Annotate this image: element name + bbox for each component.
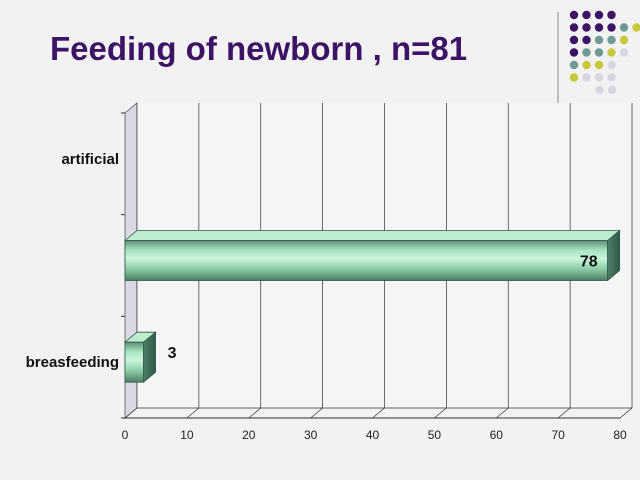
bar-top bbox=[123, 230, 621, 241]
decorative-dot bbox=[619, 48, 629, 57]
decorative-dot bbox=[569, 60, 579, 70]
data-label: 78 bbox=[580, 254, 598, 271]
decorative-dot bbox=[607, 85, 617, 95]
decorative-dot bbox=[594, 10, 604, 20]
x-tick-label: 60 bbox=[490, 428, 504, 442]
decorative-dot bbox=[607, 10, 616, 20]
floor-gridline bbox=[248, 407, 261, 419]
decorative-dot bbox=[607, 60, 616, 70]
decorative-dot bbox=[607, 73, 616, 82]
decorative-dot bbox=[619, 23, 629, 32]
x-tick-label: 30 bbox=[304, 428, 318, 442]
decorative-dot bbox=[569, 73, 579, 82]
decorative-dot bbox=[582, 23, 591, 32]
decorative-dot bbox=[607, 23, 616, 32]
floor-gridline bbox=[310, 407, 323, 419]
floor-gridline bbox=[124, 407, 138, 419]
decorative-dot bbox=[582, 60, 591, 70]
floor-gridline bbox=[434, 407, 447, 419]
decorative-dot bbox=[594, 48, 604, 57]
category-label: breasfeeding bbox=[26, 354, 119, 371]
floor-gridline bbox=[496, 407, 509, 419]
data-label: 3 bbox=[168, 345, 177, 362]
floor-gridline bbox=[372, 407, 385, 419]
decorative-dot bbox=[632, 23, 640, 32]
category-label: artificial bbox=[61, 151, 119, 168]
bar-end-cap bbox=[143, 331, 156, 384]
decorative-dot bbox=[582, 10, 591, 20]
x-tick-label: 80 bbox=[613, 428, 627, 442]
floor-gridline bbox=[186, 407, 200, 419]
x-tick-label: 20 bbox=[242, 428, 256, 442]
decorative-dot bbox=[569, 10, 579, 20]
x-tick-label: 50 bbox=[428, 428, 442, 442]
decorative-dot-grid bbox=[557, 10, 640, 116]
decorative-dot bbox=[582, 35, 591, 45]
x-tick-label: 40 bbox=[366, 428, 380, 442]
slide-title: Feeding of newborn , n=81 bbox=[50, 30, 468, 67]
bar-end-cap bbox=[607, 229, 621, 282]
bar bbox=[124, 240, 609, 281]
decorative-dot bbox=[569, 35, 579, 45]
decorative-dot bbox=[569, 23, 579, 32]
decorative-dot bbox=[607, 48, 616, 57]
x-tick-label: 0 bbox=[122, 428, 129, 442]
decorative-dot bbox=[582, 48, 591, 57]
decorative-dot bbox=[569, 48, 579, 57]
bar bbox=[124, 341, 144, 383]
decorative-dot bbox=[594, 60, 604, 70]
floor-gridline bbox=[557, 407, 571, 419]
floor-gridline bbox=[619, 407, 633, 419]
x-tick-label: 70 bbox=[551, 428, 565, 442]
x-tick-label: 10 bbox=[180, 428, 194, 442]
decorative-dot bbox=[619, 35, 629, 45]
decorative-dot bbox=[582, 73, 591, 82]
decorative-dot bbox=[607, 35, 616, 45]
decorative-dot bbox=[595, 85, 604, 95]
decorative-dot bbox=[594, 73, 604, 82]
decorative-dot bbox=[594, 23, 604, 32]
decorative-dot bbox=[594, 35, 604, 45]
